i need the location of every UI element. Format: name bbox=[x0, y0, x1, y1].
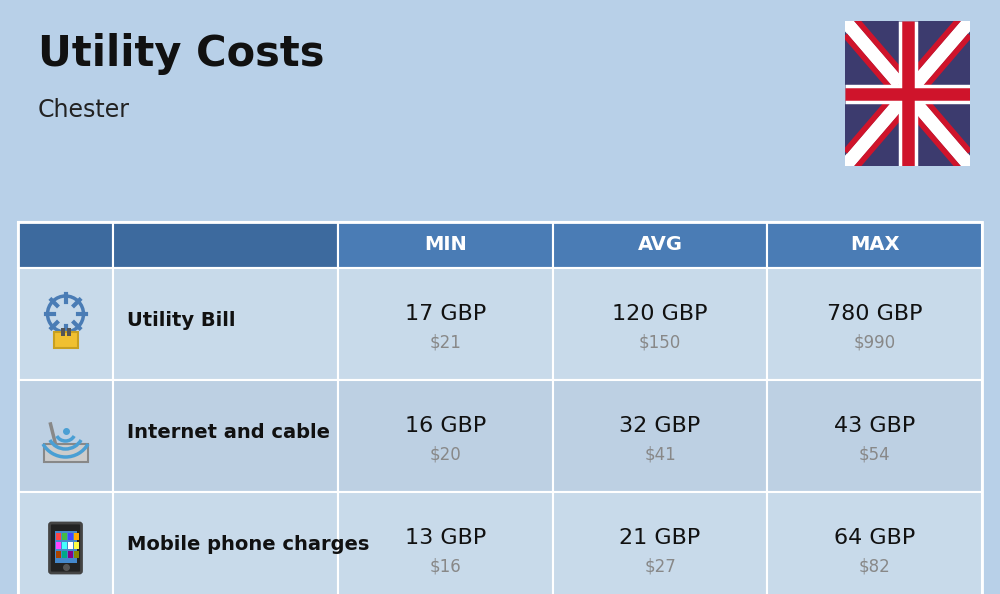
Bar bbox=[66, 328, 70, 336]
Text: AVG: AVG bbox=[638, 235, 682, 254]
Text: $16: $16 bbox=[429, 557, 461, 575]
Bar bbox=[113, 268, 338, 380]
Text: $150: $150 bbox=[639, 333, 681, 351]
Text: Utility Bill: Utility Bill bbox=[127, 311, 236, 330]
Bar bbox=[553, 380, 767, 492]
Text: $41: $41 bbox=[644, 445, 676, 463]
Text: 120 GBP: 120 GBP bbox=[612, 304, 708, 324]
Bar bbox=[68, 542, 72, 549]
Bar bbox=[62, 542, 66, 549]
Bar bbox=[113, 222, 338, 268]
Bar bbox=[767, 222, 982, 268]
Text: 780 GBP: 780 GBP bbox=[827, 304, 922, 324]
Text: Chester: Chester bbox=[38, 98, 130, 122]
Bar bbox=[68, 533, 72, 540]
Bar bbox=[60, 328, 64, 336]
Bar bbox=[338, 380, 553, 492]
Bar bbox=[338, 222, 553, 268]
Bar bbox=[767, 380, 982, 492]
Bar bbox=[338, 268, 553, 380]
Text: Utility Costs: Utility Costs bbox=[38, 33, 324, 75]
Bar bbox=[767, 268, 982, 380]
Text: $82: $82 bbox=[859, 557, 891, 575]
Bar bbox=[56, 551, 60, 558]
Text: Mobile phone charges: Mobile phone charges bbox=[127, 535, 369, 554]
Text: MAX: MAX bbox=[850, 235, 899, 254]
Text: 13 GBP: 13 GBP bbox=[405, 528, 486, 548]
Bar bbox=[553, 268, 767, 380]
FancyBboxPatch shape bbox=[50, 523, 82, 573]
Text: 16 GBP: 16 GBP bbox=[405, 416, 486, 436]
Bar bbox=[113, 380, 338, 492]
Bar bbox=[18, 380, 113, 492]
Bar bbox=[56, 533, 60, 540]
Bar bbox=[54, 531, 76, 563]
Text: $21: $21 bbox=[429, 333, 461, 351]
Text: 32 GBP: 32 GBP bbox=[619, 416, 701, 436]
Bar bbox=[74, 533, 78, 540]
Text: $27: $27 bbox=[644, 557, 676, 575]
Bar bbox=[74, 551, 78, 558]
Text: 21 GBP: 21 GBP bbox=[619, 528, 701, 548]
Bar bbox=[62, 533, 66, 540]
Bar bbox=[767, 492, 982, 594]
Text: $54: $54 bbox=[859, 445, 890, 463]
Bar bbox=[68, 551, 72, 558]
Bar bbox=[553, 492, 767, 594]
Bar bbox=[553, 222, 767, 268]
Bar bbox=[113, 492, 338, 594]
Bar bbox=[74, 542, 78, 549]
Text: 64 GBP: 64 GBP bbox=[834, 528, 915, 548]
Text: 43 GBP: 43 GBP bbox=[834, 416, 915, 436]
Bar bbox=[44, 444, 88, 462]
Bar bbox=[18, 268, 113, 380]
Bar bbox=[18, 492, 113, 594]
Bar bbox=[18, 222, 113, 268]
Text: Internet and cable: Internet and cable bbox=[127, 422, 330, 441]
Bar bbox=[338, 492, 553, 594]
Text: 17 GBP: 17 GBP bbox=[405, 304, 486, 324]
Bar bbox=[54, 332, 78, 348]
Bar bbox=[62, 551, 66, 558]
Text: $990: $990 bbox=[854, 333, 896, 351]
Text: $20: $20 bbox=[429, 445, 461, 463]
Bar bbox=[56, 542, 60, 549]
Bar bbox=[18, 222, 982, 594]
Text: MIN: MIN bbox=[424, 235, 467, 254]
